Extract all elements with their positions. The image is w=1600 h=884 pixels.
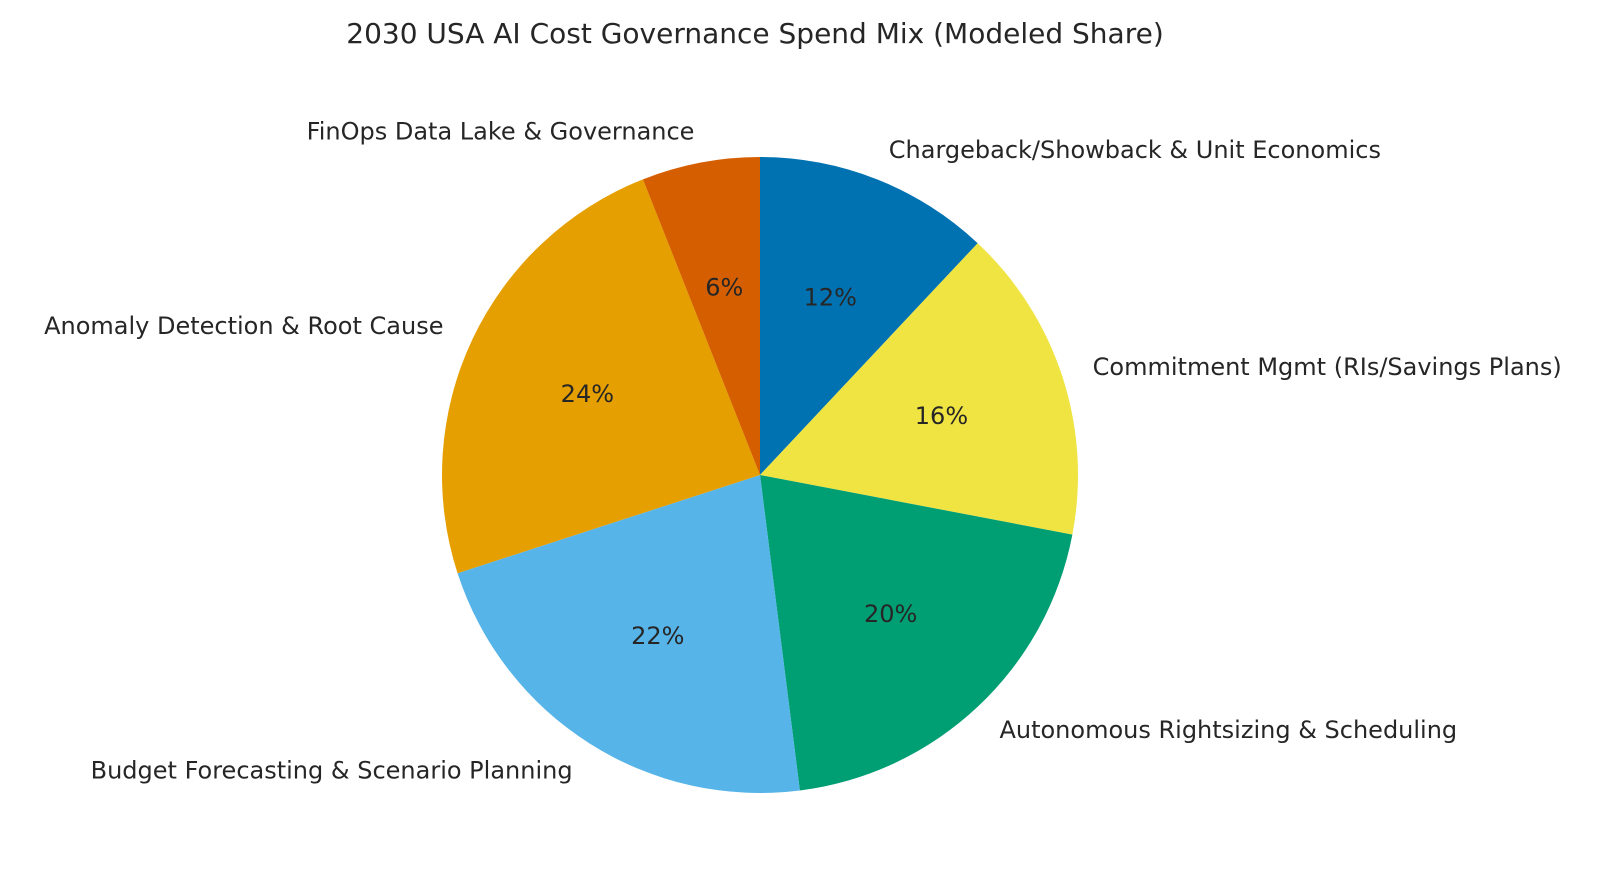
percent-label-autonomous-rightsizing-scheduling: 20%	[864, 600, 917, 628]
category-label-chargeback-showback-unit-economics: Chargeback/Showback & Unit Economics	[889, 136, 1381, 164]
category-label-anomaly-detection-root-cause: Anomaly Detection & Root Cause	[44, 312, 443, 340]
pie-slice-finops-data-lake-governance	[642, 157, 760, 475]
percent-label-budget-forecasting-scenario-planning: 22%	[631, 622, 684, 650]
category-label-finops-data-lake-governance: FinOps Data Lake & Governance	[307, 117, 695, 145]
percent-label-chargeback-showback-unit-economics: 12%	[804, 284, 857, 312]
category-label-autonomous-rightsizing-scheduling: Autonomous Rightsizing & Scheduling	[999, 716, 1457, 744]
percent-label-anomaly-detection-root-cause: 24%	[561, 380, 614, 408]
percent-labels: 12% 16% 20% 22% 24% 6%	[561, 274, 968, 651]
pie-slice-commitment-mgmt-ris-savings-plans	[760, 243, 1078, 535]
category-labels: Chargeback/Showback & Unit Economics Comm…	[44, 117, 1562, 784]
pie-slices	[441, 157, 1078, 793]
pie-slice-autonomous-rightsizing-scheduling	[760, 475, 1073, 791]
category-label-budget-forecasting-scenario-planning: Budget Forecasting & Scenario Planning	[91, 756, 573, 784]
percent-label-finops-data-lake-governance: 6%	[705, 274, 743, 302]
category-label-commitment-mgmt-ris-savings-plans: Commitment Mgmt (RIs/Savings Plans)	[1093, 353, 1562, 381]
pie-slice-anomaly-detection-root-cause	[441, 179, 760, 574]
chart-title: 2030 USA AI Cost Governance Spend Mix (M…	[346, 17, 1164, 50]
pie-slice-budget-forecasting-scenario-planning	[457, 475, 800, 793]
pie-slice-chargeback-showback-unit-economics	[760, 157, 978, 475]
percent-label-commitment-mgmt-ris-savings-plans: 16%	[915, 402, 968, 430]
